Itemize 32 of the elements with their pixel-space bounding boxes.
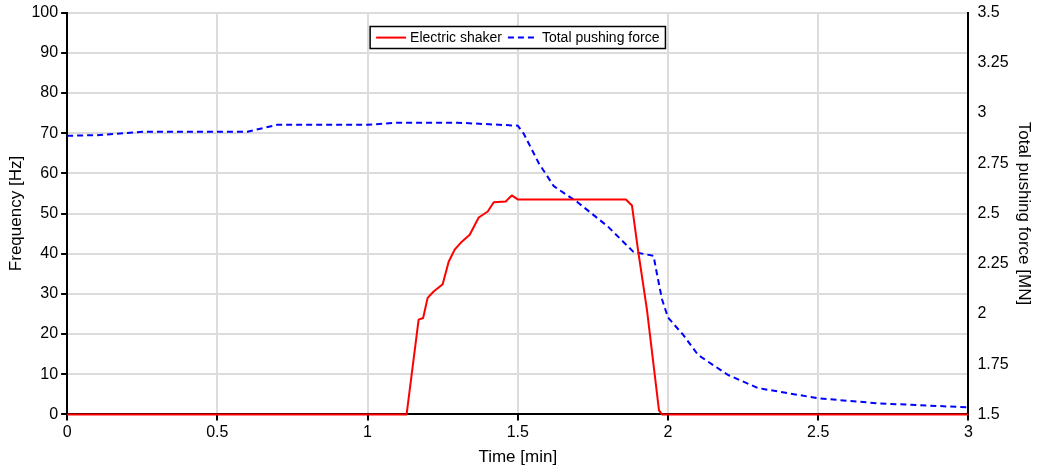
y-tick-label: 30 <box>40 284 59 302</box>
x-tick-label: 2.5 <box>807 423 830 441</box>
legend-label: Electric shaker <box>410 29 503 46</box>
y2-tick-label: 2.25 <box>977 254 1009 272</box>
y-tick-label: 20 <box>40 324 59 342</box>
x-tick-label: 1 <box>363 423 373 441</box>
legend-label: Total pushing force <box>541 29 660 46</box>
x-tick-label: 2 <box>663 423 673 441</box>
y-tick-label: 40 <box>40 244 59 262</box>
x-tick-label: 0 <box>62 423 72 441</box>
y2-tick-label: 1.5 <box>977 404 1000 422</box>
y2-tick-label: 2 <box>977 304 987 322</box>
y-tick-label: 80 <box>40 83 59 101</box>
y2-tick-label: 2.5 <box>977 203 1000 221</box>
y2-tick-label: 3 <box>977 103 987 121</box>
y-tick-label: 0 <box>49 404 59 422</box>
y-axis-title: Frequency [Hz] <box>5 155 25 272</box>
y-tick-label: 90 <box>40 43 59 61</box>
y-tick-label: 60 <box>40 163 59 181</box>
x-axis-title: Time [min] <box>478 447 558 467</box>
y-tick-label: 100 <box>31 3 59 21</box>
y-tick-label: 70 <box>40 123 59 141</box>
y2-tick-label: 3.25 <box>977 53 1009 71</box>
y2-tick-label: 1.75 <box>977 354 1009 372</box>
y2-axis-title: Total pushing force [MN] <box>1015 121 1035 306</box>
y-tick-label: 50 <box>40 203 59 221</box>
y2-tick-label: 3.5 <box>977 3 1000 21</box>
x-tick-label: 3 <box>964 423 974 441</box>
y2-tick-label: 2.75 <box>977 153 1009 171</box>
y-tick-label: 10 <box>40 364 59 382</box>
x-tick-label: 1.5 <box>506 423 529 441</box>
x-tick-label: 0.5 <box>206 423 229 441</box>
